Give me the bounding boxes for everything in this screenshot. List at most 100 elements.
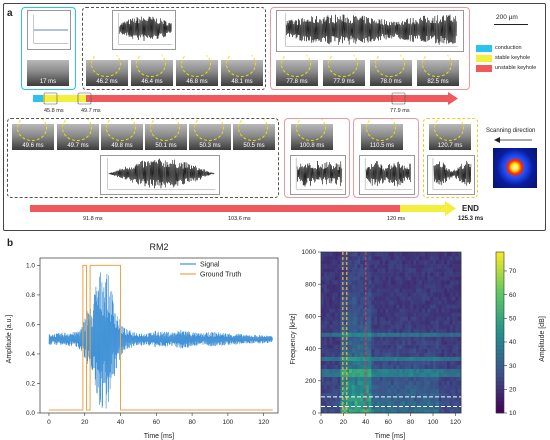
heatmap-cell bbox=[399, 344, 403, 349]
heatmap-cell bbox=[416, 392, 420, 398]
heatmap-cell bbox=[416, 396, 420, 402]
heatmap-cell bbox=[447, 292, 451, 297]
heatmap-cell bbox=[455, 408, 459, 414]
heatmap-cell bbox=[396, 296, 400, 301]
heatmap-cell bbox=[455, 376, 459, 382]
heatmap-cell bbox=[354, 380, 358, 386]
heatmap-cell bbox=[360, 264, 364, 269]
heatmap-cell bbox=[340, 392, 344, 398]
heatmap-cell bbox=[335, 396, 339, 402]
heatmap-cell bbox=[421, 312, 425, 317]
heatmap-cell bbox=[363, 340, 367, 345]
heatmap-cell bbox=[323, 324, 327, 329]
heatmap-cell bbox=[365, 360, 369, 365]
heatmap-cell bbox=[413, 328, 417, 333]
heatmap-cell bbox=[421, 368, 425, 374]
heatmap-cell bbox=[326, 380, 330, 386]
heatmap-cell bbox=[321, 320, 325, 325]
heatmap-cell bbox=[329, 252, 333, 257]
heatmap-cell bbox=[321, 356, 325, 361]
heatmap-cell bbox=[363, 352, 367, 357]
heatmap-cell bbox=[337, 352, 341, 357]
heatmap-cell bbox=[329, 356, 333, 361]
heatmap-cell bbox=[413, 300, 417, 305]
colorbar-segment bbox=[496, 392, 504, 398]
heatmap-cell bbox=[368, 396, 372, 402]
heatmap-cell bbox=[357, 344, 361, 349]
heatmap-cell bbox=[323, 304, 327, 309]
heatmap-cell bbox=[410, 284, 414, 289]
heatmap-cell bbox=[357, 260, 361, 265]
heatmap-cell bbox=[438, 256, 442, 261]
stable-box-row2 bbox=[7, 118, 279, 198]
timeline-row1 bbox=[33, 92, 458, 105]
heatmap-cell bbox=[357, 404, 361, 410]
heatmap-cell bbox=[349, 280, 353, 285]
heatmap-cell bbox=[399, 376, 403, 382]
heatmap-cell bbox=[438, 368, 442, 374]
heatmap-cell bbox=[399, 288, 403, 293]
heatmap-cell bbox=[351, 252, 355, 257]
heatmap-cell bbox=[402, 280, 406, 285]
legend-label: stable keyhole bbox=[495, 55, 531, 61]
heatmap-cell bbox=[346, 408, 350, 414]
heatmap-cell bbox=[365, 336, 369, 341]
heatmap-cell bbox=[363, 276, 367, 281]
x-tick-label: 120 bbox=[450, 419, 461, 426]
heatmap-cell bbox=[391, 408, 395, 414]
heatmap-cell bbox=[402, 264, 406, 269]
heatmap-cell bbox=[365, 384, 369, 390]
heatmap-cell bbox=[363, 304, 367, 309]
heatmap-cell bbox=[433, 340, 437, 345]
heatmap-cell bbox=[402, 332, 406, 337]
heatmap-cell bbox=[332, 304, 336, 309]
heatmap-cell bbox=[371, 408, 375, 414]
y-tick-label: 800 bbox=[305, 281, 316, 288]
heatmap-cell bbox=[399, 400, 403, 406]
heatmap-cell bbox=[346, 368, 350, 374]
heatmap-cell bbox=[374, 256, 378, 261]
heatmap-cell bbox=[396, 268, 400, 273]
heatmap-cell bbox=[343, 292, 347, 297]
heatmap-cell bbox=[449, 272, 453, 277]
heatmap-cell bbox=[413, 340, 417, 345]
heatmap-cell bbox=[430, 320, 434, 325]
heatmap-cell bbox=[363, 312, 367, 317]
heatmap-cell bbox=[329, 312, 333, 317]
colorbar-segment bbox=[496, 280, 504, 285]
heatmap-cell bbox=[393, 324, 397, 329]
heatmap-cell bbox=[416, 404, 420, 410]
heatmap-cell bbox=[323, 364, 327, 370]
frame-time-label: 49.8 ms bbox=[111, 143, 133, 149]
heatmap-cell bbox=[349, 356, 353, 361]
heatmap-cell bbox=[402, 308, 406, 313]
heatmap-cell bbox=[413, 336, 417, 341]
heatmap-cell bbox=[391, 252, 395, 257]
frame-time-label: 82.5 ms bbox=[427, 79, 449, 85]
colorbar-segment bbox=[496, 396, 504, 402]
heatmap-cell bbox=[444, 272, 448, 277]
heatmap-cell bbox=[393, 388, 397, 394]
heatmap-cell bbox=[326, 280, 330, 285]
heatmap-cell bbox=[332, 308, 336, 313]
heatmap-cell bbox=[379, 260, 383, 265]
heatmap-cell bbox=[447, 308, 451, 313]
heatmap-cell bbox=[388, 400, 392, 406]
heatmap-cell bbox=[346, 256, 350, 261]
heatmap-cell bbox=[357, 276, 361, 281]
heatmap-cell bbox=[374, 364, 378, 370]
heatmap-cell bbox=[421, 260, 425, 265]
heatmap-cell bbox=[321, 368, 325, 374]
heatmap-cell bbox=[444, 308, 448, 313]
heatmap-cell bbox=[337, 336, 341, 341]
heatmap-cell bbox=[410, 356, 414, 361]
heatmap-cell bbox=[410, 388, 414, 394]
heatmap-cell bbox=[335, 340, 339, 345]
stable-frame-thumb: 50.5 ms bbox=[233, 115, 275, 150]
heatmap-cell bbox=[435, 352, 439, 357]
heatmap-cell bbox=[441, 272, 445, 277]
heatmap-cell bbox=[388, 288, 392, 293]
end-label: END bbox=[462, 204, 479, 213]
heatmap-cell bbox=[385, 304, 389, 309]
heatmap-cell bbox=[435, 312, 439, 317]
